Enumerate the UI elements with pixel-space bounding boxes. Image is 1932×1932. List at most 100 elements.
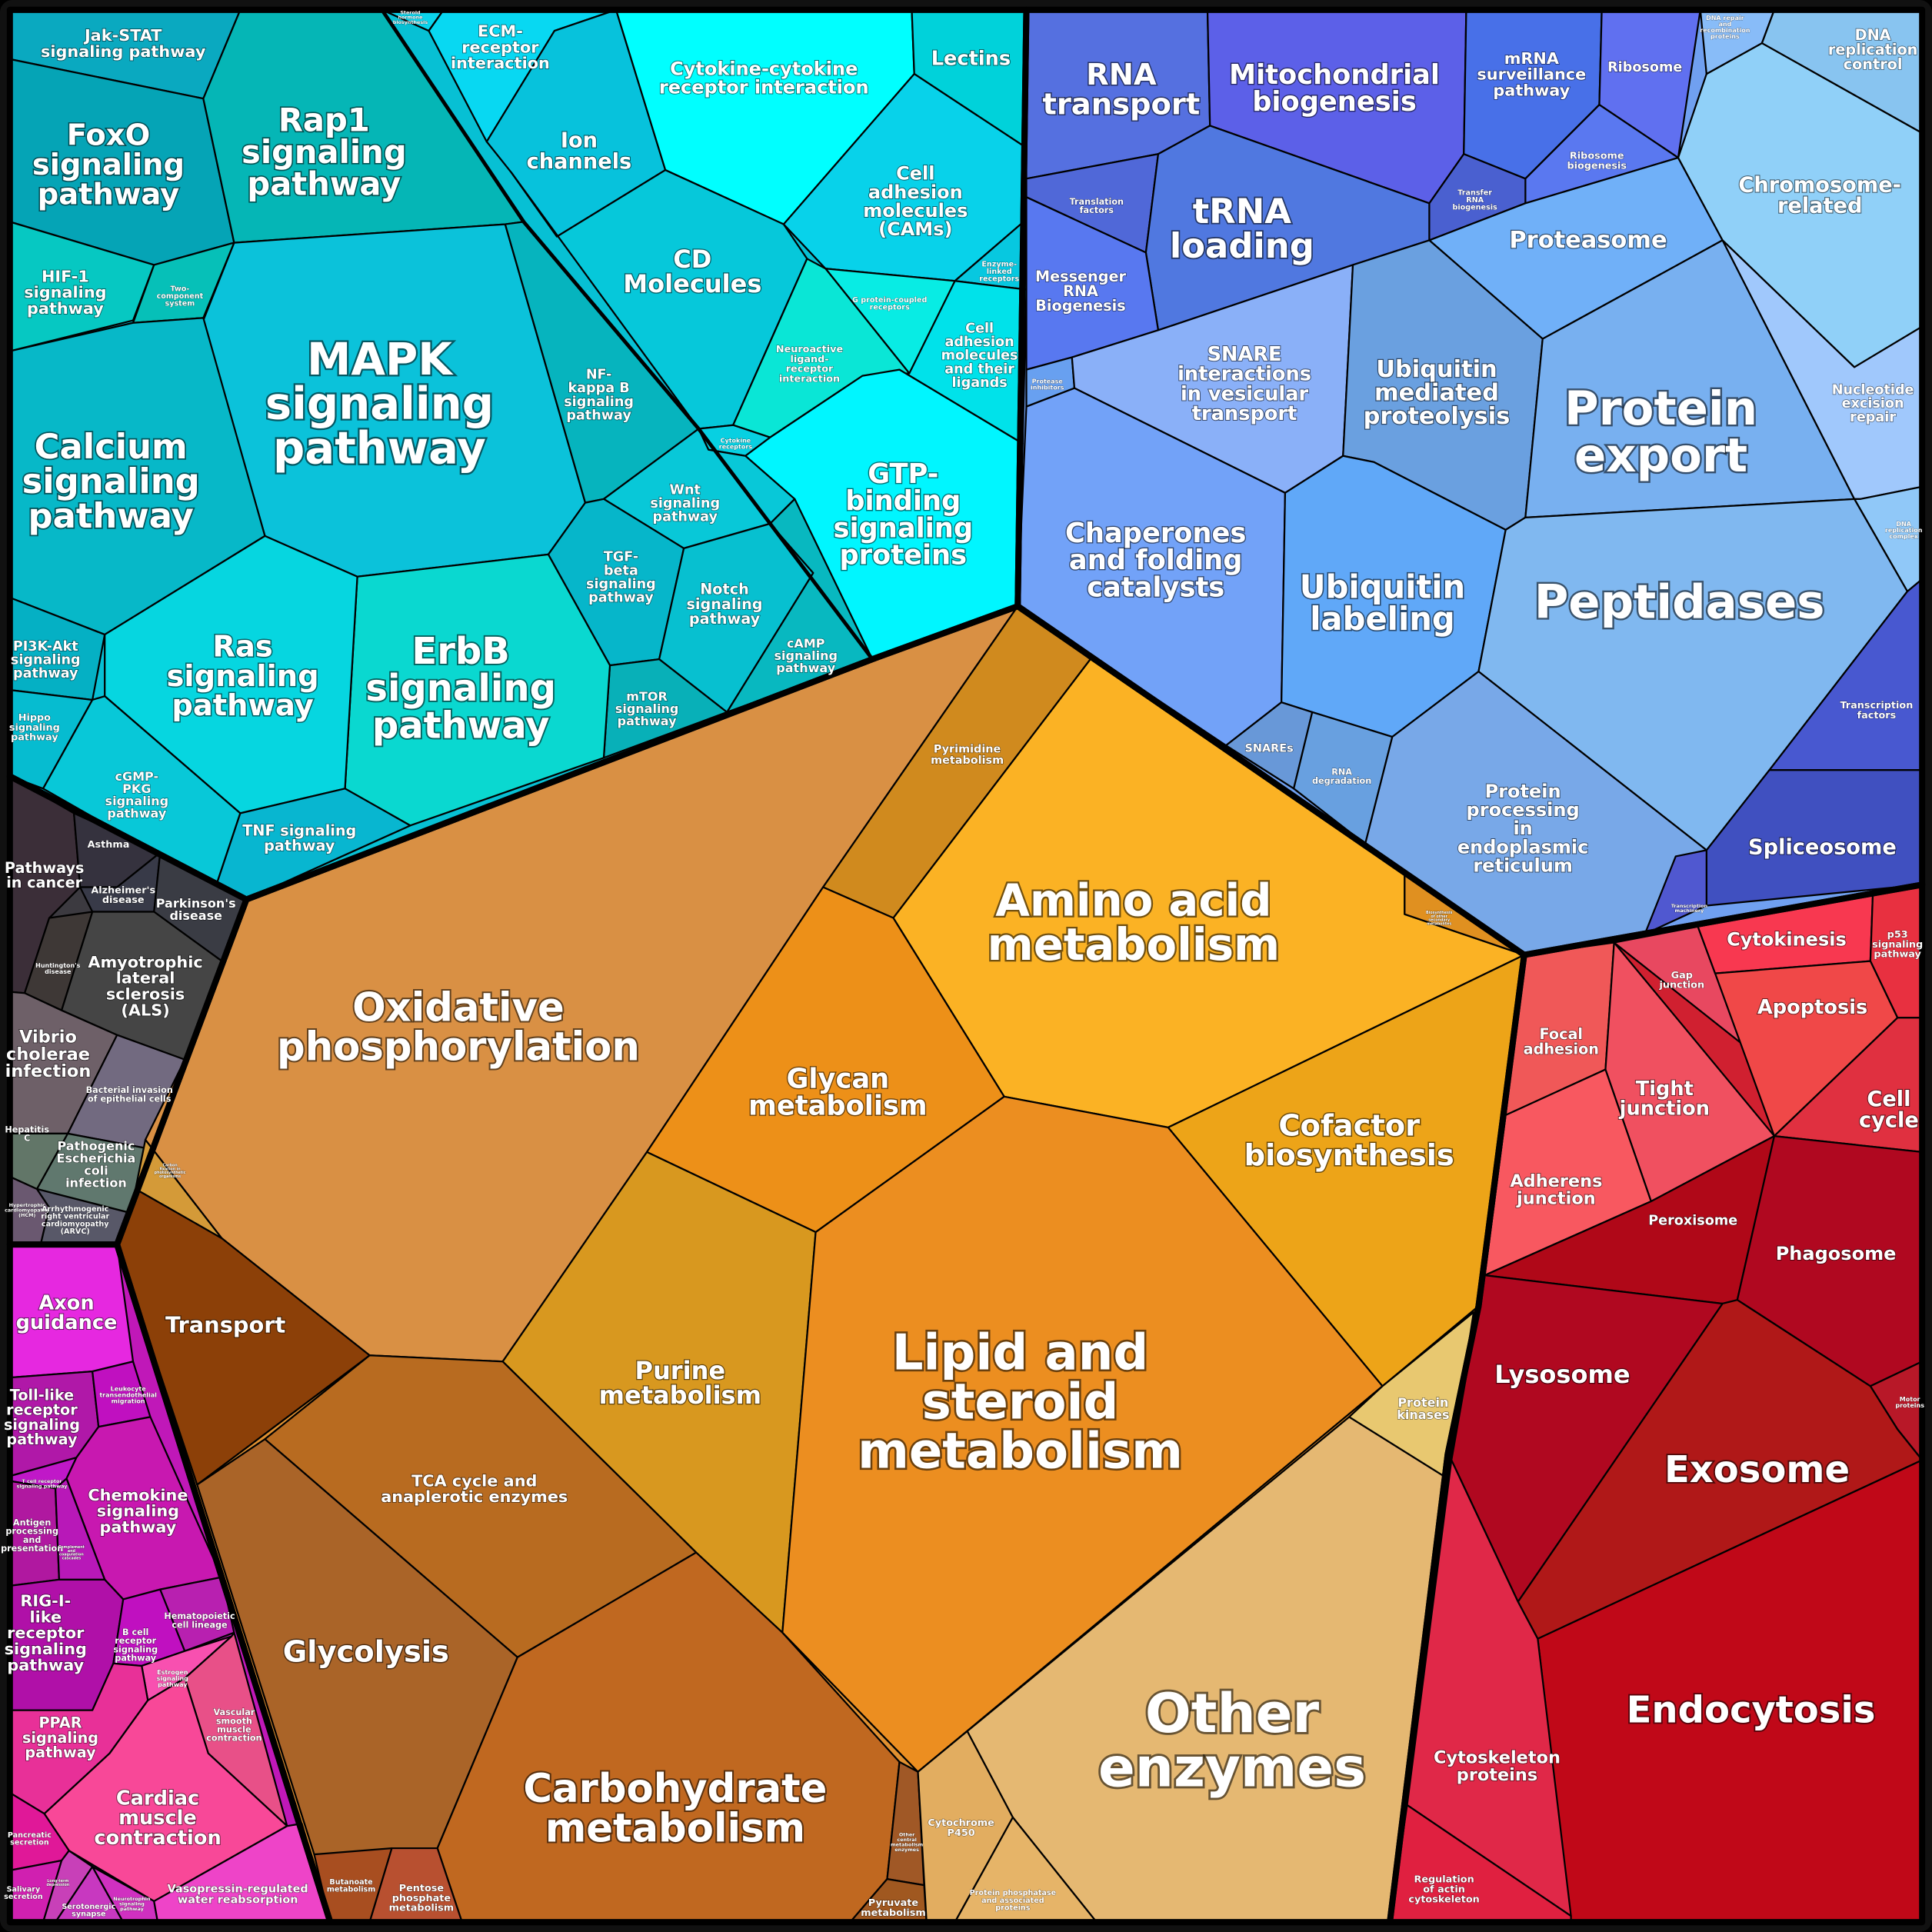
label-line: Mitochondrial <box>1229 59 1440 91</box>
label-huntington-s-disease: Huntington's disease <box>35 962 81 975</box>
label-line: factors <box>1080 205 1114 215</box>
label-line: muscle <box>118 1807 197 1830</box>
label-line: Hypertrophic <box>9 1202 45 1208</box>
cell-protein-kinases[interactable] <box>1348 1311 1475 1480</box>
label-line: Cell <box>896 163 934 185</box>
label-line: pathway <box>7 1656 84 1674</box>
label-biosynthesis-of-other-secondary-metabolites: Biosynthesis of other secondary metabolites <box>1426 911 1452 926</box>
label-rna-transport: RNA transport <box>1042 58 1200 122</box>
label-line: P450 <box>948 1827 975 1839</box>
label-line: ligand- <box>790 354 828 365</box>
label-line: kappa B <box>568 381 629 396</box>
label-line: pathway <box>776 661 835 675</box>
label-line: RIG-I- <box>20 1592 71 1611</box>
label-line: Cell <box>965 321 994 336</box>
label-line: recombination <box>1700 27 1750 34</box>
label-line: Protease <box>1032 378 1064 385</box>
label-cytokinesis: Cytokinesis <box>1727 928 1847 950</box>
label-line: proteins <box>1457 1765 1537 1785</box>
cell-tnf-signaling-pathway[interactable] <box>215 788 411 901</box>
label-line: G protein-coupled <box>852 296 928 305</box>
label-line: Jak-STAT <box>83 26 162 45</box>
label-line: kinases <box>1397 1407 1449 1422</box>
cell-transcription-machinery[interactable] <box>1644 849 1707 935</box>
label-line: contraction <box>94 1827 221 1850</box>
label-line: hormone <box>398 15 423 21</box>
label-line: Hepatitis <box>5 1124 49 1134</box>
label-line: biogenesis <box>1453 204 1498 212</box>
label-line: water reabsorption <box>178 1894 298 1907</box>
label-line: SNAREs <box>1245 743 1294 755</box>
label-line: Protein <box>1485 781 1561 802</box>
label-mrna-surveillance-pathway: mRNA surveillance pathway <box>1477 49 1586 100</box>
label-line: steroid <box>922 1374 1119 1431</box>
label-line: signaling <box>105 794 169 808</box>
label-phagosome: Phagosome <box>1776 1243 1897 1264</box>
label-notch-signaling-pathway: Notch signaling pathway <box>686 581 762 628</box>
label-cgmp-pkg-signaling-pathway: cGMP-PKG signaling pathway <box>105 769 169 821</box>
label-line: RNA <box>1086 58 1157 92</box>
label-line: DNA repair <box>1706 15 1744 22</box>
label-nucleotide-excision-repair: Nucleotide excision repair <box>1832 383 1914 425</box>
label-ribosome: Ribosome <box>1607 60 1682 75</box>
label-bacterial-invasion-of-epithelial-cells: Bacterial invasion of epithelial cells <box>86 1085 173 1104</box>
label-line: signaling <box>24 283 106 301</box>
label-dna-repair-and-recombination-proteins: DNA repair and recombination proteins <box>1700 15 1750 40</box>
label-line: junction <box>1619 1097 1710 1120</box>
label-line: DNA <box>1855 26 1891 44</box>
label-amyotrophic-lateral-sclerosis-als: Amyotrophic lateral sclerosis (ALS) <box>88 953 202 1019</box>
label-line: Other <box>1145 1682 1320 1745</box>
label-line: photosynthetic <box>155 1171 186 1175</box>
label-line: complex <box>1889 533 1918 540</box>
label-line: receptors <box>719 444 753 451</box>
label-line: signaling <box>833 512 973 544</box>
label-line: RNA <box>1063 282 1098 300</box>
label-line: Long-term <box>47 1879 68 1884</box>
label-line: pathway <box>25 1744 96 1761</box>
label-line: pathway <box>618 714 677 728</box>
label-rig-i-like-receptor-signaling-pathway: RIG-I-like receptor signaling pathway <box>5 1592 87 1674</box>
label-line: of epithelial cells <box>88 1094 172 1104</box>
label-line: Proteasome <box>1509 227 1667 254</box>
group-metabolism-border <box>114 603 1527 1926</box>
label-protein-processing-in-endoplasmic-reticulum: Protein processing in endoplasmic reticulum <box>1457 781 1589 876</box>
cell-spliceosome[interactable] <box>1705 769 1924 907</box>
label-asthma: Asthma <box>88 839 130 851</box>
label-line: signaling pathway <box>17 1483 68 1489</box>
label-line: pathway <box>28 495 194 536</box>
label-line: guidance <box>16 1311 118 1334</box>
label-transfer-rna-biogenesis: Transfer RNA biogenesis <box>1453 188 1498 212</box>
label-pyruvate-metabolism: Pyruvate metabolism <box>861 1897 925 1919</box>
label-lysosome: Lysosome <box>1494 1360 1630 1389</box>
label-line: and their <box>944 361 1014 377</box>
label-line: Carbon <box>162 1163 178 1168</box>
label-line: Estrogen <box>157 1669 188 1676</box>
label-line: Antigen <box>13 1517 51 1527</box>
label-line: Cardiac <box>116 1787 199 1810</box>
label-protein-phosphatase-and-associated-proteins: Protein phosphatase and associated protein… <box>970 1889 1057 1912</box>
label-line: Exosome <box>1664 1448 1850 1491</box>
cell-cardiac-muscle-contraction[interactable] <box>43 1677 288 1903</box>
label-complement-and-coagulation-cascades: Complement and coagulation cascades <box>58 1545 85 1561</box>
label-line: processing <box>1467 799 1580 821</box>
label-line: metabolism <box>389 1903 454 1914</box>
label-line: disease <box>45 968 72 975</box>
label-line: sclerosis <box>106 985 185 1004</box>
label-line: Other <box>899 1832 915 1838</box>
label-line: Peroxisome <box>1648 1213 1737 1228</box>
label-line: Chemokine <box>88 1486 188 1504</box>
label-line: binding <box>845 485 961 517</box>
label-line: proteins <box>1710 33 1740 40</box>
label-line: pathway <box>115 1654 156 1664</box>
label-line: replication <box>1885 527 1923 534</box>
label-line: signaling <box>265 378 494 430</box>
label-line: Oxidative <box>352 984 565 1031</box>
label-peptidases: Peptidases <box>1534 575 1825 630</box>
label-focal-adhesion: Focal adhesion <box>1524 1025 1599 1058</box>
subgroup-border <box>380 8 874 661</box>
label-line: proteins <box>995 1904 1030 1912</box>
label-line: Protein <box>1397 1395 1448 1410</box>
label-line: cell lineage <box>172 1620 228 1630</box>
label-ecm-receptor-interaction: ECM-receptor interaction <box>451 22 550 73</box>
label-line: labeling <box>1310 600 1454 638</box>
